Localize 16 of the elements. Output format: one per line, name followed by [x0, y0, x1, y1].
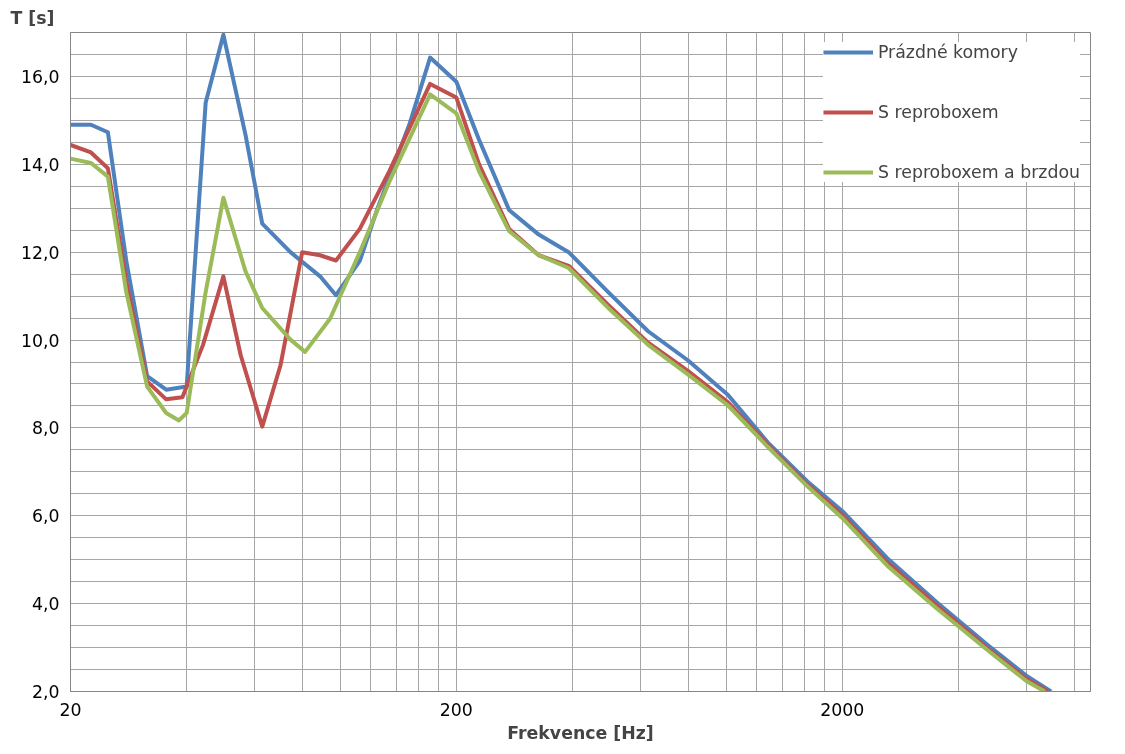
y-tick-label: 4,0	[31, 594, 60, 615]
y-axis-title: T [s]	[10, 7, 55, 28]
x-tick-label: 2000	[820, 699, 865, 720]
y-tick-label: 16,0	[20, 66, 60, 87]
x-tick-label: 20	[59, 699, 82, 720]
legend-label: S reproboxem	[877, 102, 999, 122]
y-tick-label: 6,0	[31, 506, 60, 527]
y-tick-label: 2,0	[31, 682, 60, 702]
x-axis-title: Frekvence [Hz]	[507, 722, 654, 743]
legend-label: S reproboxem a brzdou	[877, 162, 1080, 182]
y-tick-label: 8,0	[31, 418, 60, 439]
legend-label: Prázdné komory	[877, 42, 1018, 62]
y-tick-label: 14,0	[20, 154, 60, 175]
x-tick-label: 200	[439, 699, 473, 720]
y-tick-label: 12,0	[20, 242, 60, 263]
y-tick-label: 10,0	[20, 330, 60, 351]
